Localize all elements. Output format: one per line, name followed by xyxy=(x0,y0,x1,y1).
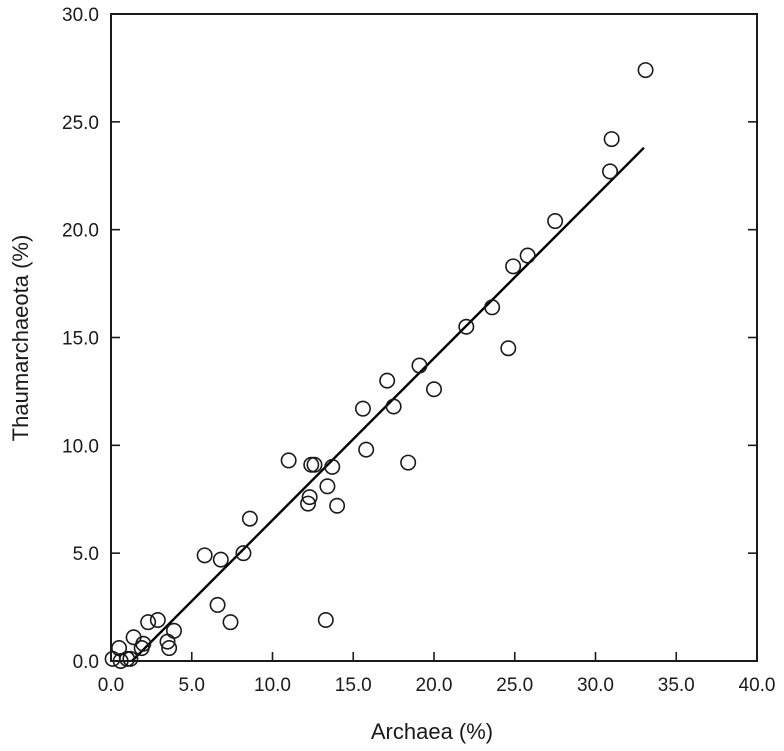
data-point xyxy=(500,340,517,357)
y-tick-label: 30.0 xyxy=(62,5,99,26)
x-axis-label: Archaea (%) xyxy=(371,719,493,744)
plot-frame xyxy=(110,13,758,662)
data-points xyxy=(104,62,654,669)
data-point xyxy=(306,456,323,473)
data-point xyxy=(358,441,375,458)
y-tick-label: 15.0 xyxy=(62,329,99,350)
y-axis-label: Thaumarchaeota (%) xyxy=(8,235,33,442)
data-point xyxy=(324,458,341,475)
data-point xyxy=(602,163,619,180)
data-point xyxy=(161,640,178,657)
data-point xyxy=(149,612,166,629)
x-tick-label: 10.0 xyxy=(254,675,291,696)
data-point xyxy=(135,635,152,652)
data-point xyxy=(547,213,564,230)
x-tick-label: 0.0 xyxy=(98,675,124,696)
data-point xyxy=(319,478,336,495)
x-tick-label: 20.0 xyxy=(416,675,453,696)
data-point xyxy=(458,318,475,335)
data-point xyxy=(212,551,229,568)
plot-area xyxy=(110,13,758,662)
data-point xyxy=(354,400,371,417)
x-tick-label: 30.0 xyxy=(577,675,614,696)
data-point xyxy=(301,489,318,506)
x-axis-ticks: 0.0 5.0 10.0 15.0 20.0 25.0 30.0 35.0 40.0 xyxy=(98,652,776,696)
y-tick-label: 0.0 xyxy=(73,652,99,673)
data-point xyxy=(519,247,536,264)
data-point xyxy=(209,596,226,613)
data-point xyxy=(140,614,157,631)
x-tick-label: 25.0 xyxy=(496,675,533,696)
y-axis-ticks: 0.0 5.0 10.0 15.0 20.0 25.0 30.0 xyxy=(62,5,757,673)
data-point xyxy=(411,357,428,374)
data-point xyxy=(385,398,402,415)
data-point xyxy=(280,452,297,469)
data-point xyxy=(112,652,129,669)
x-tick-label: 35.0 xyxy=(658,675,695,696)
y-tick-label: 25.0 xyxy=(62,113,99,134)
data-point xyxy=(111,640,128,657)
data-point xyxy=(400,454,417,471)
data-point xyxy=(637,62,654,79)
regression-line xyxy=(131,146,645,662)
data-point xyxy=(196,547,213,564)
data-point xyxy=(484,299,501,316)
data-point xyxy=(317,612,334,629)
y-tick-label: 5.0 xyxy=(73,544,99,565)
data-point xyxy=(379,372,396,389)
data-point xyxy=(603,131,620,148)
data-point xyxy=(222,614,239,631)
x-tick-label: 5.0 xyxy=(179,675,205,696)
y-tick-label: 10.0 xyxy=(62,436,99,457)
data-point xyxy=(329,497,346,514)
data-point xyxy=(122,650,139,667)
x-tick-label: 15.0 xyxy=(335,675,372,696)
x-tick-label: 40.0 xyxy=(739,675,776,696)
y-tick-label: 20.0 xyxy=(62,221,99,242)
data-point xyxy=(425,381,442,398)
data-point xyxy=(235,545,252,562)
data-point xyxy=(300,495,317,512)
data-point xyxy=(505,258,522,275)
data-point xyxy=(241,510,258,527)
data-point xyxy=(165,622,182,639)
